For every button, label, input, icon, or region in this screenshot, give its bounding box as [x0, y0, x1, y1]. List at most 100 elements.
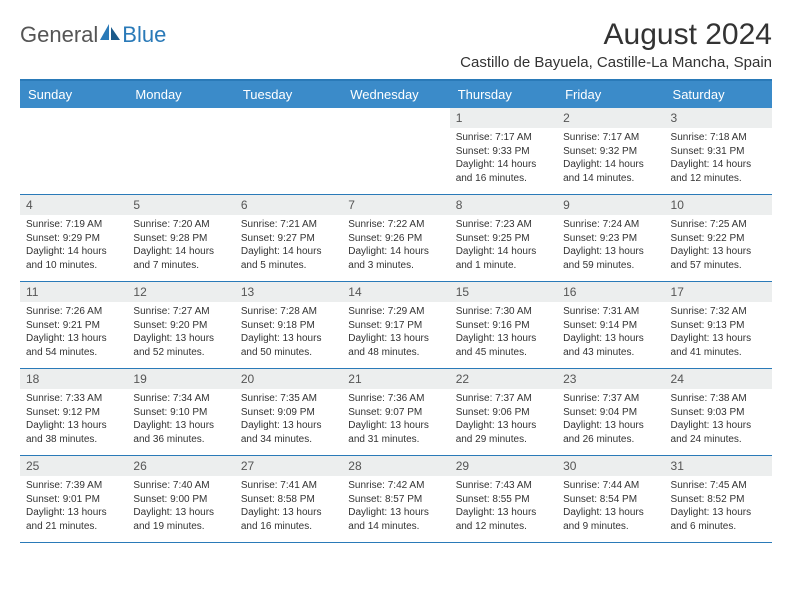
calendar-cell [235, 108, 342, 194]
day-number: 29 [450, 456, 557, 476]
sunset-text: Sunset: 9:32 PM [563, 145, 658, 159]
calendar-cell: 4Sunrise: 7:19 AMSunset: 9:29 PMDaylight… [20, 195, 127, 281]
logo-text-1: General [20, 22, 98, 48]
week-row: 18Sunrise: 7:33 AMSunset: 9:12 PMDayligh… [20, 369, 772, 456]
location-label: Castillo de Bayuela, Castille-La Mancha,… [460, 54, 772, 71]
daylight-text: Daylight: 13 hours and 34 minutes. [241, 419, 336, 446]
daylight-text: Daylight: 13 hours and 45 minutes. [456, 332, 551, 359]
sunset-text: Sunset: 8:54 PM [563, 493, 658, 507]
day-header-sat: Saturday [665, 81, 772, 108]
sunset-text: Sunset: 9:03 PM [671, 406, 766, 420]
sunset-text: Sunset: 9:23 PM [563, 232, 658, 246]
logo-text-2: Blue [122, 22, 166, 47]
day-number: 17 [665, 282, 772, 302]
daylight-text: Daylight: 13 hours and 43 minutes. [563, 332, 658, 359]
day-number: 10 [665, 195, 772, 215]
sunset-text: Sunset: 9:09 PM [241, 406, 336, 420]
calendar-cell: 10Sunrise: 7:25 AMSunset: 9:22 PMDayligh… [665, 195, 772, 281]
title-block: August 2024 Castillo de Bayuela, Castill… [460, 18, 772, 71]
calendar-cell: 2Sunrise: 7:17 AMSunset: 9:32 PMDaylight… [557, 108, 664, 194]
day-header-fri: Friday [557, 81, 664, 108]
calendar-cell: 9Sunrise: 7:24 AMSunset: 9:23 PMDaylight… [557, 195, 664, 281]
sunset-text: Sunset: 9:01 PM [26, 493, 121, 507]
sunset-text: Sunset: 9:29 PM [26, 232, 121, 246]
weeks-container: 1Sunrise: 7:17 AMSunset: 9:33 PMDaylight… [20, 108, 772, 543]
sunset-text: Sunset: 9:31 PM [671, 145, 766, 159]
sunset-text: Sunset: 9:26 PM [348, 232, 443, 246]
sunset-text: Sunset: 9:16 PM [456, 319, 551, 333]
daylight-text: Daylight: 14 hours and 12 minutes. [671, 158, 766, 185]
daylight-text: Daylight: 13 hours and 52 minutes. [133, 332, 228, 359]
calendar-cell: 28Sunrise: 7:42 AMSunset: 8:57 PMDayligh… [342, 456, 449, 542]
daylight-text: Daylight: 13 hours and 41 minutes. [671, 332, 766, 359]
logo-sail-icon [100, 24, 122, 47]
day-number: 23 [557, 369, 664, 389]
daylight-text: Daylight: 13 hours and 48 minutes. [348, 332, 443, 359]
calendar-cell: 3Sunrise: 7:18 AMSunset: 9:31 PMDaylight… [665, 108, 772, 194]
calendar-cell: 27Sunrise: 7:41 AMSunset: 8:58 PMDayligh… [235, 456, 342, 542]
day-number: 13 [235, 282, 342, 302]
day-number: 5 [127, 195, 234, 215]
calendar: Sunday Monday Tuesday Wednesday Thursday… [20, 79, 772, 543]
day-number: 3 [665, 108, 772, 128]
calendar-cell: 5Sunrise: 7:20 AMSunset: 9:28 PMDaylight… [127, 195, 234, 281]
sunrise-text: Sunrise: 7:44 AM [563, 479, 658, 493]
calendar-cell: 22Sunrise: 7:37 AMSunset: 9:06 PMDayligh… [450, 369, 557, 455]
sunrise-text: Sunrise: 7:28 AM [241, 305, 336, 319]
calendar-cell: 14Sunrise: 7:29 AMSunset: 9:17 PMDayligh… [342, 282, 449, 368]
day-number: 31 [665, 456, 772, 476]
calendar-cell: 18Sunrise: 7:33 AMSunset: 9:12 PMDayligh… [20, 369, 127, 455]
sunset-text: Sunset: 9:00 PM [133, 493, 228, 507]
calendar-cell [20, 108, 127, 194]
day-number: 16 [557, 282, 664, 302]
day-number: 7 [342, 195, 449, 215]
daylight-text: Daylight: 13 hours and 6 minutes. [671, 506, 766, 533]
sunset-text: Sunset: 8:58 PM [241, 493, 336, 507]
sunset-text: Sunset: 9:17 PM [348, 319, 443, 333]
calendar-cell: 13Sunrise: 7:28 AMSunset: 9:18 PMDayligh… [235, 282, 342, 368]
sunset-text: Sunset: 9:22 PM [671, 232, 766, 246]
sunset-text: Sunset: 9:18 PM [241, 319, 336, 333]
calendar-cell: 23Sunrise: 7:37 AMSunset: 9:04 PMDayligh… [557, 369, 664, 455]
calendar-cell: 29Sunrise: 7:43 AMSunset: 8:55 PMDayligh… [450, 456, 557, 542]
header: General Blue August 2024 Castillo de Bay… [20, 18, 772, 71]
calendar-cell: 11Sunrise: 7:26 AMSunset: 9:21 PMDayligh… [20, 282, 127, 368]
sunrise-text: Sunrise: 7:34 AM [133, 392, 228, 406]
sunrise-text: Sunrise: 7:25 AM [671, 218, 766, 232]
sunrise-text: Sunrise: 7:36 AM [348, 392, 443, 406]
daylight-text: Daylight: 14 hours and 14 minutes. [563, 158, 658, 185]
calendar-cell: 24Sunrise: 7:38 AMSunset: 9:03 PMDayligh… [665, 369, 772, 455]
week-row: 11Sunrise: 7:26 AMSunset: 9:21 PMDayligh… [20, 282, 772, 369]
sunrise-text: Sunrise: 7:31 AM [563, 305, 658, 319]
calendar-cell: 6Sunrise: 7:21 AMSunset: 9:27 PMDaylight… [235, 195, 342, 281]
calendar-cell: 26Sunrise: 7:40 AMSunset: 9:00 PMDayligh… [127, 456, 234, 542]
day-number: 20 [235, 369, 342, 389]
daylight-text: Daylight: 13 hours and 29 minutes. [456, 419, 551, 446]
sunrise-text: Sunrise: 7:40 AM [133, 479, 228, 493]
daylight-text: Daylight: 14 hours and 1 minute. [456, 245, 551, 272]
sunset-text: Sunset: 9:13 PM [671, 319, 766, 333]
day-number: 28 [342, 456, 449, 476]
sunrise-text: Sunrise: 7:27 AM [133, 305, 228, 319]
calendar-cell: 17Sunrise: 7:32 AMSunset: 9:13 PMDayligh… [665, 282, 772, 368]
calendar-cell: 12Sunrise: 7:27 AMSunset: 9:20 PMDayligh… [127, 282, 234, 368]
sunrise-text: Sunrise: 7:38 AM [671, 392, 766, 406]
calendar-cell: 20Sunrise: 7:35 AMSunset: 9:09 PMDayligh… [235, 369, 342, 455]
daylight-text: Daylight: 14 hours and 3 minutes. [348, 245, 443, 272]
logo: General Blue [20, 18, 166, 48]
calendar-cell: 30Sunrise: 7:44 AMSunset: 8:54 PMDayligh… [557, 456, 664, 542]
sunset-text: Sunset: 9:28 PM [133, 232, 228, 246]
sunrise-text: Sunrise: 7:39 AM [26, 479, 121, 493]
day-number: 4 [20, 195, 127, 215]
day-number: 18 [20, 369, 127, 389]
daylight-text: Daylight: 13 hours and 21 minutes. [26, 506, 121, 533]
calendar-cell: 16Sunrise: 7:31 AMSunset: 9:14 PMDayligh… [557, 282, 664, 368]
day-number: 30 [557, 456, 664, 476]
sunset-text: Sunset: 9:12 PM [26, 406, 121, 420]
sunrise-text: Sunrise: 7:29 AM [348, 305, 443, 319]
sunset-text: Sunset: 9:25 PM [456, 232, 551, 246]
day-number: 22 [450, 369, 557, 389]
daylight-text: Daylight: 13 hours and 14 minutes. [348, 506, 443, 533]
calendar-cell: 31Sunrise: 7:45 AMSunset: 8:52 PMDayligh… [665, 456, 772, 542]
daylight-text: Daylight: 13 hours and 26 minutes. [563, 419, 658, 446]
